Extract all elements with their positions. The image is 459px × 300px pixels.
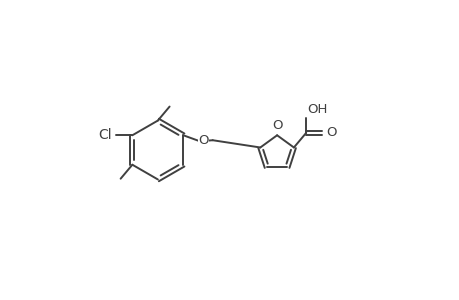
Text: O: O [271,119,282,132]
Text: OH: OH [306,103,326,116]
Text: Cl: Cl [98,128,112,142]
Text: O: O [326,126,336,139]
Text: O: O [198,134,208,147]
